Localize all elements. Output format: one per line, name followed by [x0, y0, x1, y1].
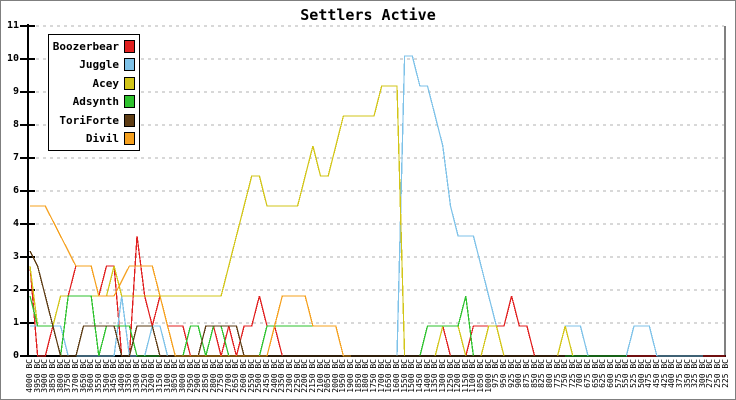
legend-item: Divil — [49, 132, 139, 146]
legend-color-swatch — [124, 95, 135, 109]
y-axis-label: 10 — [6, 53, 19, 64]
legend-color-swatch — [124, 39, 135, 53]
y-axis-label: 0 — [12, 350, 19, 361]
y-axis-label: 11 — [6, 20, 19, 31]
series-line-toriforte — [29, 250, 566, 357]
legend-item-label: Juggle — [79, 58, 119, 72]
legend-item-label: ToriForte — [59, 113, 119, 127]
y-axis-label: 2 — [12, 284, 19, 295]
y-axis-label: 1 — [12, 317, 19, 328]
y-axis-label: 6 — [12, 185, 19, 196]
series-line-acey — [29, 85, 574, 357]
legend-item-label: Acey — [92, 76, 120, 90]
legend-color-swatch — [124, 58, 135, 72]
legend: Boozerbear Juggle Acey Adsynth ToriForte Divi… — [48, 34, 140, 151]
legend-item-label: Adsynth — [72, 95, 119, 109]
legend-item: Juggle — [49, 58, 139, 72]
y-axis-label: 9 — [12, 86, 19, 97]
legend-color-swatch — [124, 76, 135, 90]
y-axis-label: 3 — [12, 251, 19, 262]
x-axis-label: 225 BC — [720, 359, 730, 388]
legend-item-label: Boozerbear — [52, 39, 119, 53]
chart-title: Settlers Active — [300, 6, 436, 24]
series-line-divil — [30, 205, 352, 357]
legend-color-swatch — [124, 132, 135, 146]
legend-item: Boozerbear — [49, 39, 139, 53]
y-axis-label: 7 — [12, 152, 19, 163]
legend-item: Adsynth — [49, 95, 139, 109]
y-axis-label: 4 — [12, 218, 19, 229]
legend-item: ToriForte — [49, 113, 139, 127]
y-axis-label: 8 — [12, 119, 19, 130]
legend-color-swatch — [124, 113, 135, 127]
legend-item: Acey — [49, 76, 139, 90]
legend-item-label: Divil — [85, 132, 119, 146]
